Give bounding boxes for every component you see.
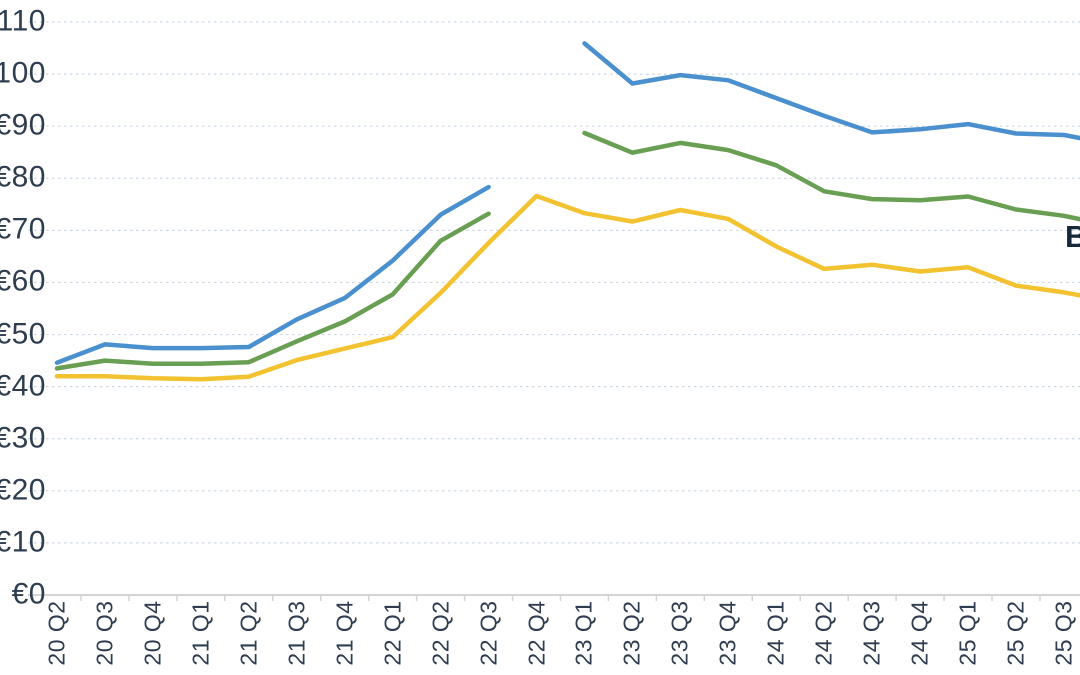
y-axis-label: €60 bbox=[0, 264, 46, 298]
x-axis-label: 22 Q4 bbox=[523, 600, 549, 666]
x-axis-label: 21 Q2 bbox=[235, 600, 262, 666]
y-axis-label: €10 bbox=[0, 525, 46, 559]
series-line-yellow bbox=[54, 193, 1080, 382]
x-axis-label: 23 Q1 bbox=[570, 600, 597, 666]
x-axis-label: 24 Q3 bbox=[858, 600, 885, 666]
x-axis-label: 22 Q3 bbox=[475, 600, 502, 666]
x-axis-label: 25 Q3 bbox=[1050, 600, 1077, 666]
x-axis-label: 24 Q4 bbox=[906, 600, 933, 666]
x-axis-label: 25 Q1 bbox=[954, 600, 981, 666]
x-axis-label: 23 Q2 bbox=[618, 600, 645, 666]
x-axis-label: 24 Q2 bbox=[810, 600, 837, 666]
series-label-cutoff: B bbox=[1065, 219, 1080, 254]
y-axis-label: €80 bbox=[0, 160, 46, 194]
series-line-blue bbox=[54, 41, 1080, 365]
y-axis-label: €110 bbox=[0, 4, 46, 38]
x-axis-label: 23 Q4 bbox=[714, 600, 741, 666]
x-axis-label: 21 Q3 bbox=[283, 600, 310, 666]
y-axis-label: €50 bbox=[0, 316, 46, 350]
x-axis-label: 21 Q4 bbox=[331, 600, 358, 666]
x-axis-label: 21 Q1 bbox=[187, 600, 214, 666]
x-axis-label: 20 Q4 bbox=[139, 600, 166, 666]
y-axis-label: €70 bbox=[0, 212, 46, 246]
y-axis-label: €30 bbox=[0, 421, 46, 455]
x-axis-label: 24 Q1 bbox=[762, 600, 789, 666]
y-axis-label: €20 bbox=[0, 473, 46, 507]
series-line-green bbox=[54, 130, 1080, 371]
x-axis-label: 20 Q2 bbox=[43, 600, 70, 666]
y-axis-label: €0 bbox=[11, 577, 46, 611]
y-axis-label: €90 bbox=[0, 108, 46, 142]
y-axis-label: €40 bbox=[0, 368, 46, 402]
x-axis-label: 22 Q1 bbox=[379, 600, 406, 666]
y-axis-label: €100 bbox=[0, 56, 46, 90]
x-axis-label: 23 Q3 bbox=[666, 600, 693, 666]
x-axis-label: 22 Q2 bbox=[427, 600, 454, 666]
x-axis-label: 25 Q2 bbox=[1002, 600, 1029, 666]
x-axis-label: 20 Q3 bbox=[91, 600, 118, 666]
